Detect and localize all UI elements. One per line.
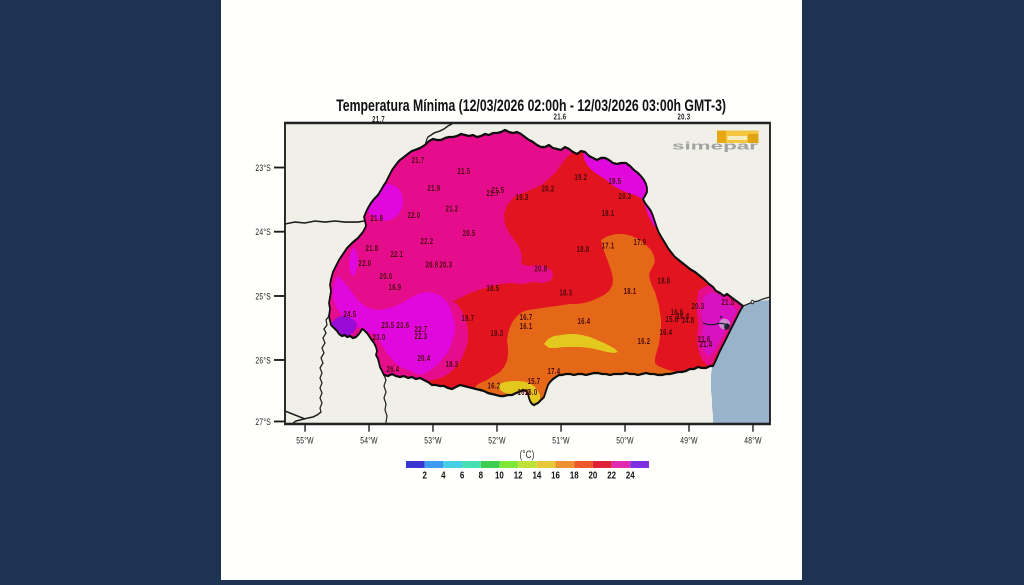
svg-text:21.8: 21.8 — [366, 245, 379, 253]
svg-text:18.3: 18.3 — [446, 361, 459, 369]
svg-text:21.5: 21.5 — [458, 168, 471, 176]
svg-text:16.4: 16.4 — [660, 329, 673, 337]
svg-text:20.3: 20.3 — [440, 262, 453, 270]
svg-text:27°S: 27°S — [255, 417, 271, 427]
svg-text:23.0: 23.0 — [373, 334, 386, 342]
svg-text:18.8: 18.8 — [658, 278, 671, 286]
svg-text:55°W: 55°W — [296, 435, 314, 445]
svg-text:21.9: 21.9 — [428, 185, 441, 193]
svg-text:17.4: 17.4 — [548, 368, 561, 376]
svg-text:16.9: 16.9 — [389, 284, 402, 292]
svg-text:20.5: 20.5 — [463, 230, 476, 238]
svg-text:16.4: 16.4 — [677, 313, 690, 321]
svg-text:22.7: 22.7 — [415, 326, 428, 334]
svg-text:50°W: 50°W — [616, 435, 634, 445]
svg-text:18.7: 18.7 — [462, 315, 475, 323]
svg-text:21.5: 21.5 — [492, 187, 505, 195]
svg-text:21.6: 21.6 — [698, 336, 711, 344]
svg-text:14.8: 14.8 — [682, 317, 695, 325]
svg-text:15.8: 15.8 — [666, 316, 679, 324]
svg-text:4: 4 — [441, 469, 446, 480]
svg-text:18.1: 18.1 — [602, 210, 615, 218]
svg-text:24.5: 24.5 — [344, 311, 357, 319]
svg-text:20.3: 20.3 — [678, 114, 691, 122]
svg-text:14: 14 — [532, 469, 541, 480]
svg-text:49°W: 49°W — [680, 435, 698, 445]
svg-text:22.3: 22.3 — [415, 333, 428, 341]
svg-text:26°S: 26°S — [255, 355, 271, 365]
svg-text:25°S: 25°S — [255, 291, 271, 301]
svg-text:21.7: 21.7 — [412, 157, 425, 165]
svg-text:21.3: 21.3 — [722, 299, 735, 307]
svg-text:22: 22 — [607, 469, 616, 480]
svg-text:16.6: 16.6 — [671, 309, 684, 317]
svg-text:17.9: 17.9 — [634, 239, 647, 247]
svg-text:10: 10 — [495, 469, 504, 480]
svg-text:20.3: 20.3 — [619, 193, 632, 201]
svg-text:15.7: 15.7 — [528, 378, 541, 386]
svg-text:24°S: 24°S — [255, 227, 271, 237]
svg-text:16.0: 16.0 — [525, 389, 538, 397]
svg-text:18: 18 — [570, 469, 579, 480]
svg-text:52°W: 52°W — [488, 435, 506, 445]
svg-text:23.5: 23.5 — [382, 322, 395, 330]
svg-text:16.4: 16.4 — [578, 318, 591, 326]
svg-text:20.6: 20.6 — [380, 273, 393, 281]
svg-text:20.2: 20.2 — [542, 186, 555, 194]
svg-text:22.0: 22.0 — [408, 212, 421, 220]
svg-text:16.0: 16.0 — [518, 389, 531, 397]
svg-text:17.1: 17.1 — [602, 243, 615, 251]
svg-text:22.0: 22.0 — [359, 260, 372, 268]
svg-text:16.2: 16.2 — [638, 338, 651, 346]
svg-text:19.3: 19.3 — [491, 330, 504, 338]
svg-text:18.8: 18.8 — [577, 246, 590, 254]
svg-text:simepar: simepar — [672, 139, 759, 151]
svg-text:18.1: 18.1 — [624, 288, 637, 296]
svg-text:23°S: 23°S — [255, 163, 271, 173]
svg-text:12: 12 — [514, 469, 523, 480]
svg-text:18.5: 18.5 — [487, 285, 500, 293]
svg-text:16: 16 — [551, 469, 560, 480]
svg-text:53°W: 53°W — [424, 435, 442, 445]
svg-text:6: 6 — [460, 469, 464, 480]
svg-text:21.7: 21.7 — [372, 116, 385, 124]
svg-text:26.4: 26.4 — [387, 366, 400, 374]
svg-text:16.1: 16.1 — [520, 323, 533, 331]
svg-text:20: 20 — [589, 469, 598, 480]
svg-text:51°W: 51°W — [552, 435, 570, 445]
svg-text:21.7: 21.7 — [487, 190, 500, 198]
svg-text:20.4: 20.4 — [418, 355, 431, 363]
svg-text:54°W: 54°W — [360, 435, 378, 445]
svg-text:22.2: 22.2 — [421, 238, 434, 246]
svg-text:24: 24 — [626, 469, 635, 480]
svg-text:18.3: 18.3 — [560, 290, 573, 298]
svg-text:19.5: 19.5 — [609, 178, 622, 186]
svg-text:21.4: 21.4 — [700, 341, 713, 349]
svg-text:48°W: 48°W — [744, 435, 762, 445]
svg-text:21.6: 21.6 — [554, 114, 567, 122]
svg-text:22.1: 22.1 — [391, 251, 404, 259]
svg-text:20.8: 20.8 — [535, 266, 548, 274]
svg-text:8: 8 — [479, 469, 483, 480]
svg-text:19.3: 19.3 — [516, 194, 529, 202]
svg-text:21.8: 21.8 — [371, 215, 384, 223]
svg-text:23.6: 23.6 — [397, 322, 410, 330]
svg-text:21.2: 21.2 — [446, 206, 459, 214]
svg-text:20.3: 20.3 — [692, 303, 705, 311]
svg-text:20.8: 20.8 — [426, 262, 439, 270]
svg-text:19.2: 19.2 — [575, 174, 588, 182]
svg-text:16.2: 16.2 — [488, 383, 501, 391]
svg-text:16.7: 16.7 — [520, 314, 533, 322]
svg-text:2: 2 — [423, 469, 427, 480]
svg-text:(°C): (°C) — [520, 449, 535, 461]
